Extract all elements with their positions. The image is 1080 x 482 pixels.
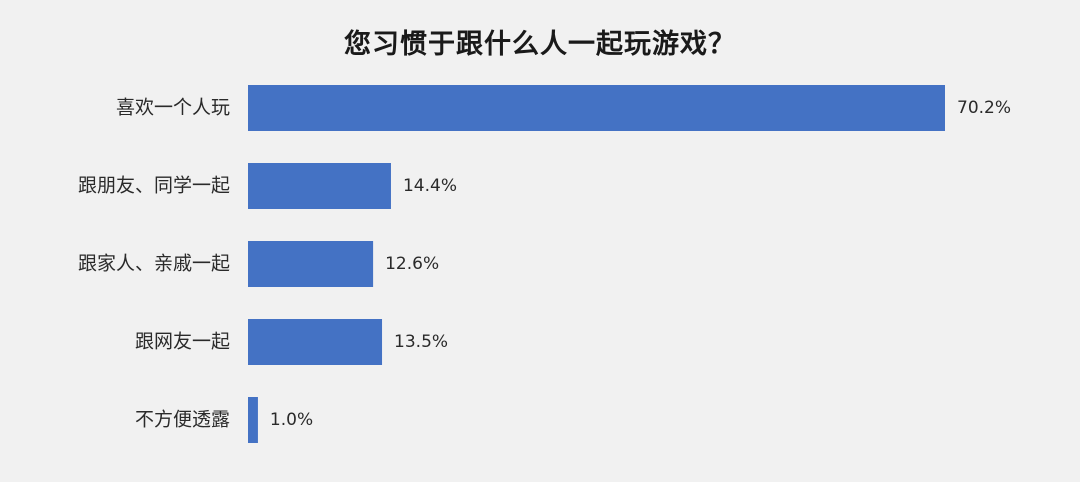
- bar: [248, 163, 391, 209]
- bar: [248, 85, 945, 131]
- bar: [248, 319, 383, 365]
- bar: [248, 397, 258, 443]
- category-label: 跟网友一起: [135, 331, 230, 353]
- value-label: 70.2%: [957, 98, 1011, 118]
- value-label: 12.6%: [385, 254, 439, 274]
- bar: [248, 241, 374, 287]
- category-label: 不方便透露: [135, 409, 230, 431]
- category-label: 喜欢一个人玩: [116, 97, 230, 119]
- value-label: 14.4%: [403, 176, 457, 196]
- category-label: 跟家人、亲戚一起: [78, 253, 230, 275]
- category-label: 跟朋友、同学一起: [78, 175, 230, 197]
- value-label: 1.0%: [270, 410, 313, 430]
- value-label: 13.5%: [394, 332, 448, 352]
- chart-title: 您习惯于跟什么人一起玩游戏？: [344, 29, 736, 60]
